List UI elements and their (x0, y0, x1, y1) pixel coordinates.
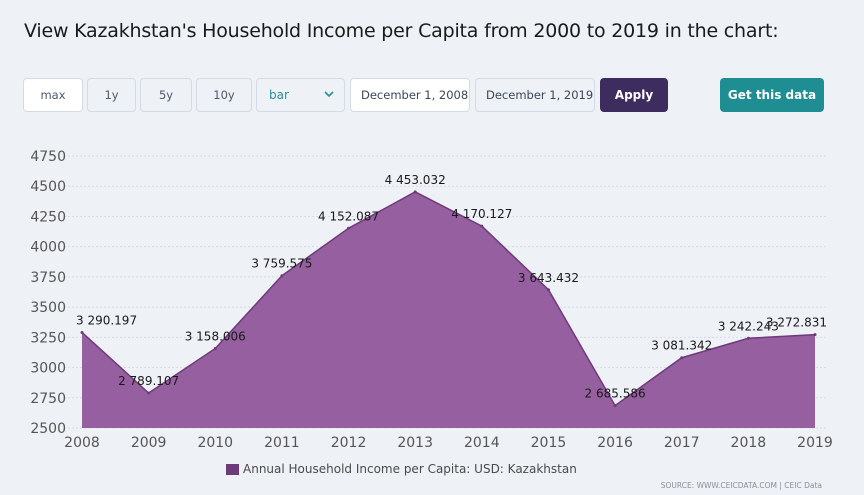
x-tick-label: 2019 (797, 435, 833, 451)
data-label: 3 759.575 (251, 257, 312, 271)
chart-legend[interactable]: Annual Household Income per Capita: USD:… (226, 462, 577, 476)
y-tick-label: 3250 (30, 330, 66, 346)
data-label: 3 081.342 (651, 339, 712, 353)
range-10y-button[interactable]: 10y (196, 78, 252, 112)
start-date-input[interactable]: December 1, 2008 (350, 78, 470, 112)
data-label: 4 170.127 (451, 207, 512, 221)
range-1y-button[interactable]: 1y (87, 78, 136, 112)
y-tick-label: 4500 (30, 179, 66, 195)
data-point (680, 356, 684, 360)
data-label: 3 272.831 (766, 316, 827, 330)
data-label: 3 242.243 (718, 319, 779, 333)
chevron-down-icon (324, 91, 334, 98)
data-point (147, 391, 151, 395)
apply-button[interactable]: Apply (600, 78, 668, 112)
data-point (480, 224, 484, 228)
chart-type-select[interactable]: bar (256, 78, 345, 112)
chart-type-value: bar (269, 88, 289, 102)
data-point (613, 404, 617, 408)
data-point (280, 274, 284, 278)
data-point (347, 226, 351, 230)
x-tick-label: 2016 (597, 435, 633, 451)
legend-swatch (226, 463, 239, 475)
x-tick-label: 2013 (397, 435, 433, 451)
x-tick-label: 2010 (197, 435, 233, 451)
x-tick-label: 2012 (331, 435, 367, 451)
data-point (813, 333, 817, 337)
data-label: 4 152.087 (318, 209, 379, 223)
x-tick-label: 2014 (464, 435, 500, 451)
y-tick-label: 4000 (30, 240, 66, 256)
range-max-button[interactable]: max (23, 78, 83, 112)
data-label: 3 158.006 (185, 329, 246, 343)
x-tick-label: 2011 (264, 435, 300, 451)
data-point (746, 336, 750, 340)
data-label: 3 290.197 (76, 313, 137, 327)
data-label: 2 685.586 (585, 387, 646, 401)
series-line (81, 191, 816, 407)
x-tick-label: 2018 (731, 435, 767, 451)
data-point (80, 330, 84, 334)
y-tick-label: 2750 (30, 391, 66, 407)
data-point (546, 288, 550, 292)
y-tick-label: 2500 (30, 421, 66, 437)
page-title: View Kazakhstan's Household Income per C… (24, 20, 779, 42)
x-tick-label: 2009 (131, 435, 167, 451)
source-credit: SOURCE: WWW.CEICDATA.COM | CEIC Data (660, 481, 822, 490)
range-5y-button[interactable]: 5y (140, 78, 192, 112)
y-tick-label: 3000 (30, 361, 66, 377)
get-data-button[interactable]: Get this data (720, 78, 824, 112)
y-tick-label: 4750 (30, 149, 66, 165)
data-label: 2 789.107 (118, 374, 179, 388)
y-tick-label: 3750 (30, 270, 66, 286)
data-point (213, 346, 217, 350)
x-tick-label: 2008 (64, 435, 100, 451)
x-tick-label: 2015 (531, 435, 567, 451)
y-tick-label: 3500 (30, 300, 66, 316)
x-tick-label: 2017 (664, 435, 700, 451)
end-date-input[interactable]: December 1, 2019 (475, 78, 595, 112)
series-area (82, 191, 815, 428)
legend-label: Annual Household Income per Capita: USD:… (243, 462, 577, 476)
data-label: 3 643.432 (518, 271, 579, 285)
chart-area: 4750 4500 4250 4000 3750 3500 3250 3000 2750 2500… (30, 149, 833, 451)
data-label: 4 453.032 (385, 173, 446, 187)
data-point (413, 190, 417, 194)
y-tick-label: 4250 (30, 209, 66, 225)
